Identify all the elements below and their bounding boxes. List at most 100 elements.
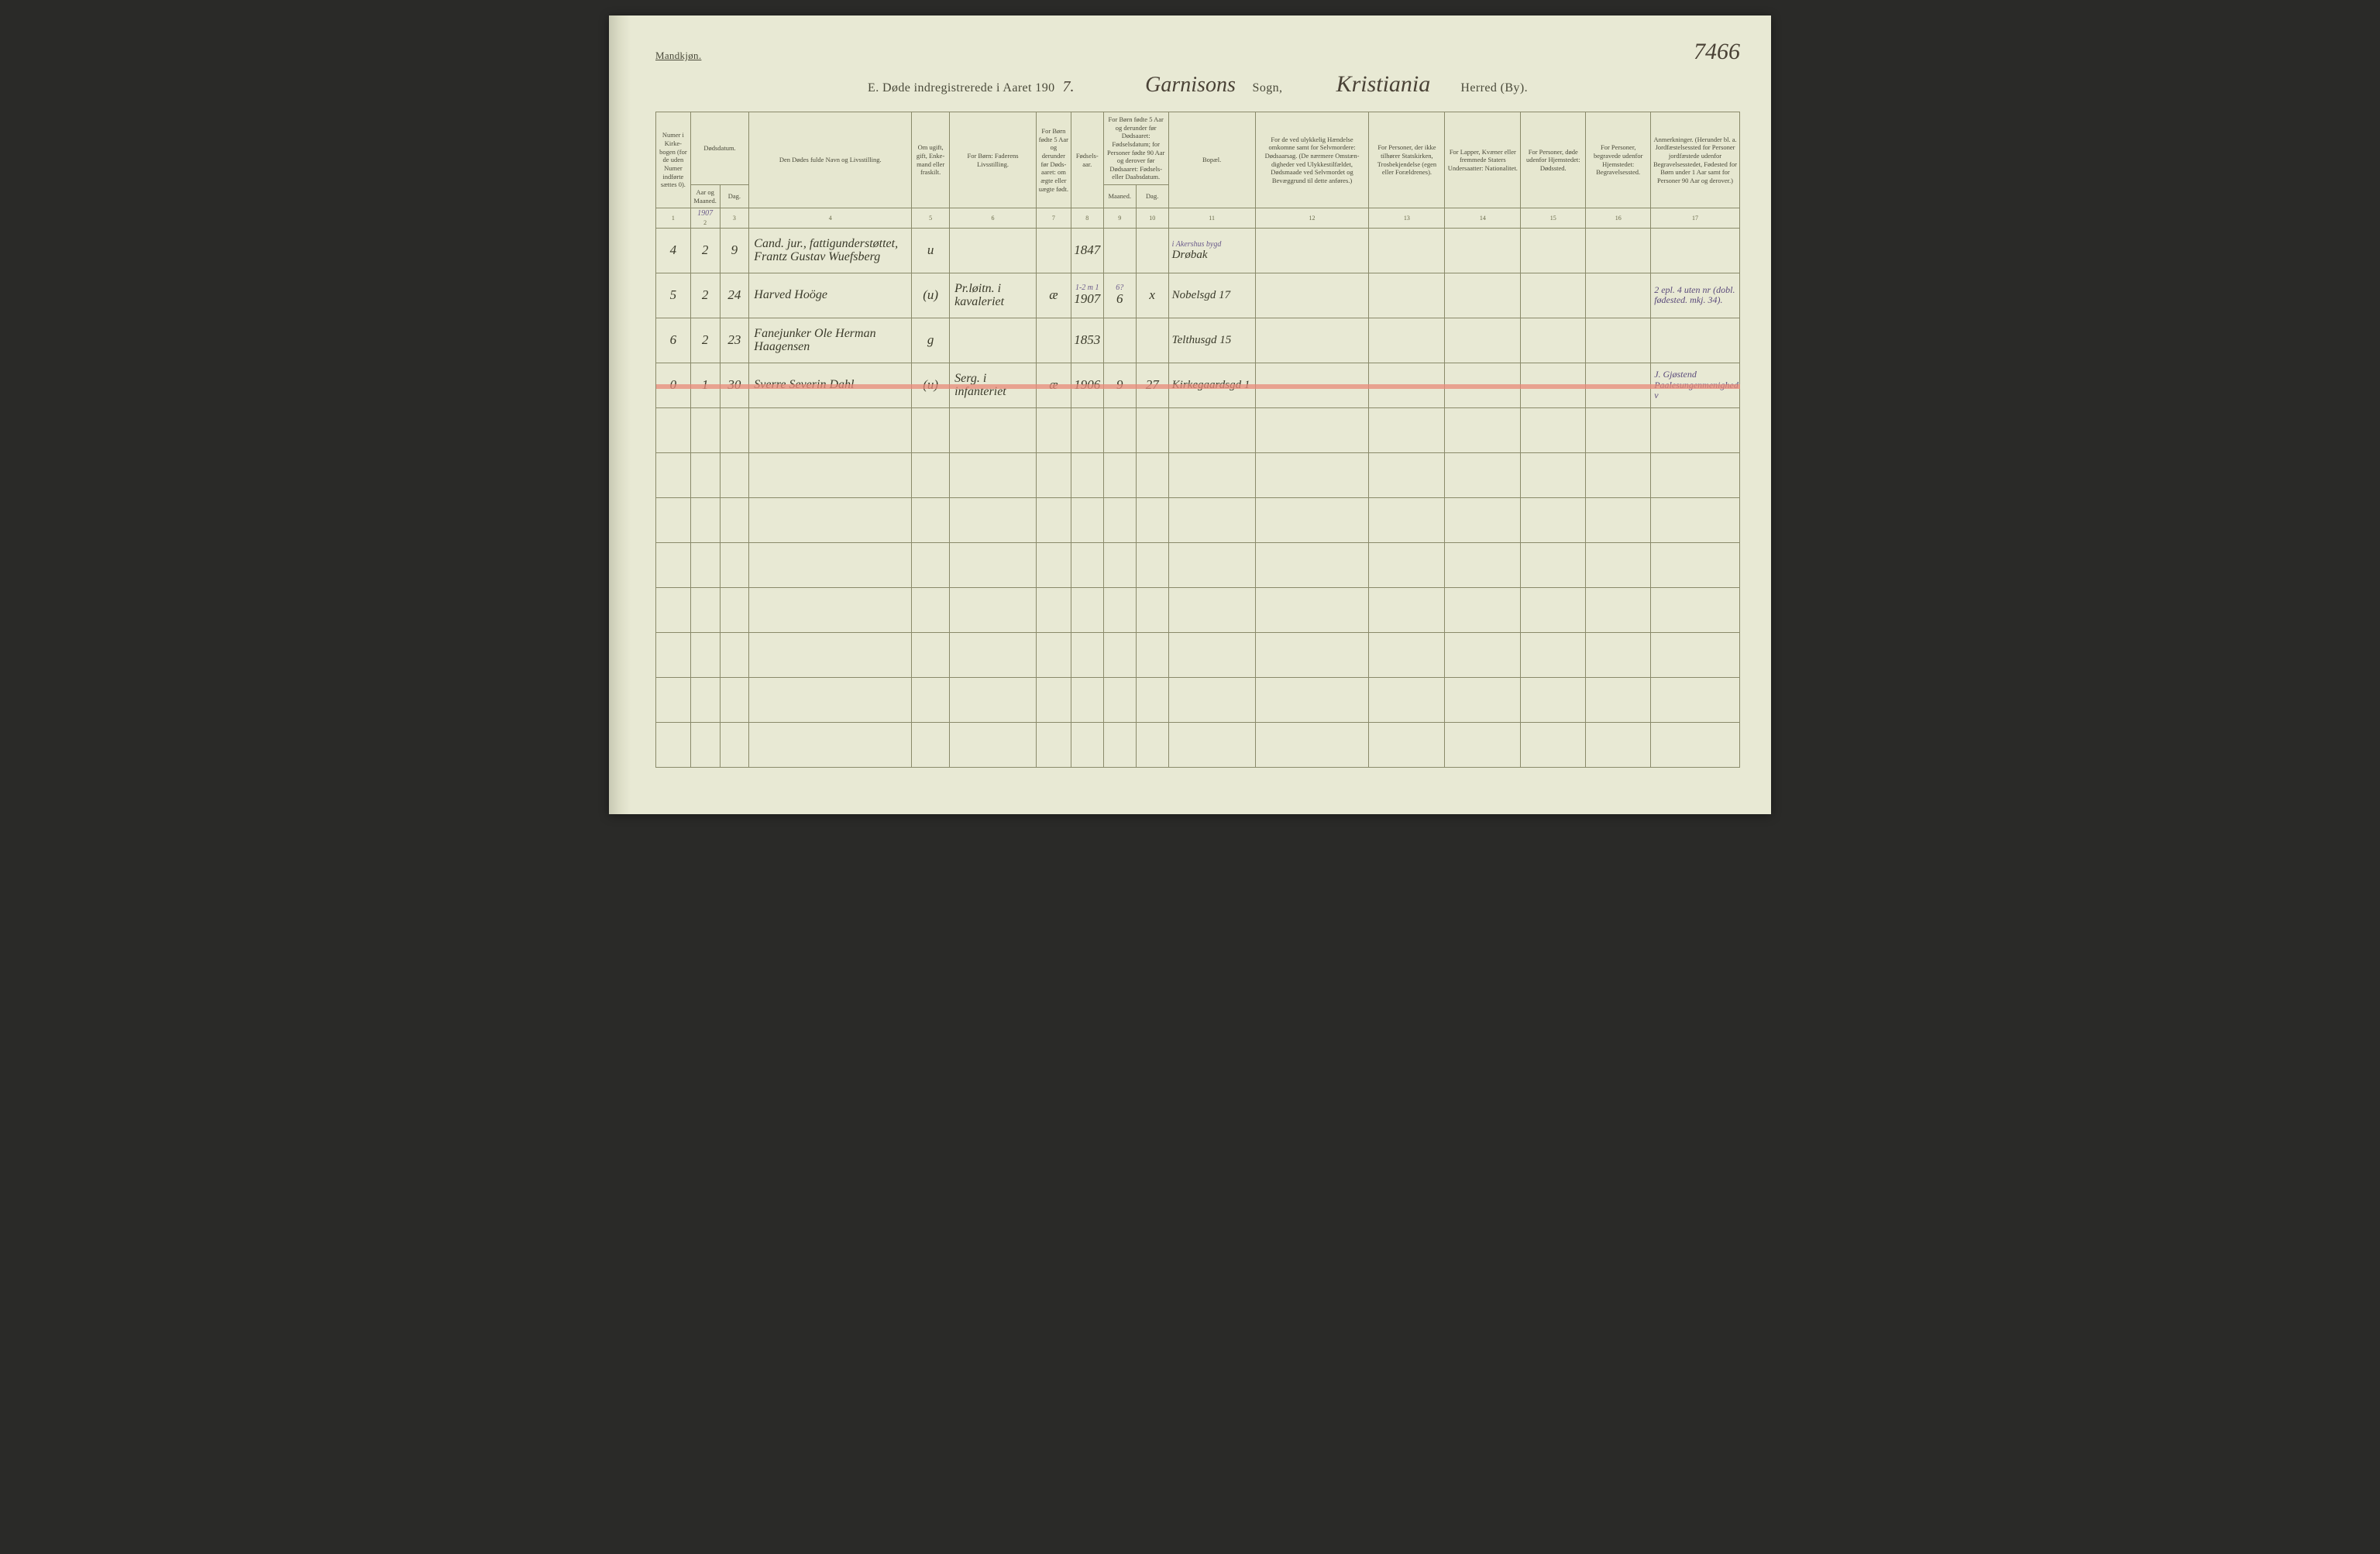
cell-empty bbox=[1586, 407, 1651, 452]
cell-empty bbox=[690, 722, 720, 767]
cell-empty bbox=[1586, 542, 1651, 587]
register-table: Numer i Kirke­bogen (for de uden Numer i… bbox=[655, 112, 1740, 768]
top-row: Mandkjøn. 7466 bbox=[655, 39, 1740, 65]
colnum: 12 bbox=[1255, 208, 1369, 229]
cell bbox=[1521, 228, 1586, 273]
cell-empty bbox=[1103, 677, 1136, 722]
cell-empty bbox=[1136, 542, 1168, 587]
cell bbox=[1651, 318, 1740, 363]
cell-empty bbox=[1255, 497, 1369, 542]
cell-empty bbox=[656, 587, 691, 632]
colnum: 7 bbox=[1037, 208, 1071, 229]
col-header-12: For de ved ulykkelig Hændelse omkomne sa… bbox=[1255, 112, 1369, 208]
cell-empty bbox=[720, 542, 749, 587]
cell-empty bbox=[1586, 632, 1651, 677]
cell-empty bbox=[720, 677, 749, 722]
cell-empty bbox=[1037, 407, 1071, 452]
cell-empty bbox=[1136, 722, 1168, 767]
cell-empty bbox=[1071, 497, 1103, 542]
cell-empty bbox=[1369, 452, 1445, 497]
table-row-empty bbox=[656, 677, 1740, 722]
colnum: 17 bbox=[1651, 208, 1740, 229]
table-row: 5224Harved Hoöge(u)Pr.løitn. i kavalerie… bbox=[656, 273, 1740, 318]
col-header-2-dag: Dag. bbox=[720, 185, 749, 208]
cell: 4 bbox=[656, 228, 691, 273]
cell-empty bbox=[950, 677, 1037, 722]
cell-empty bbox=[950, 407, 1037, 452]
cell-empty bbox=[1103, 452, 1136, 497]
cell-empty bbox=[656, 542, 691, 587]
cell bbox=[1103, 318, 1136, 363]
cell-empty bbox=[1445, 497, 1521, 542]
colnum: 13 bbox=[1369, 208, 1445, 229]
cell-empty bbox=[1369, 677, 1445, 722]
cell-empty bbox=[1168, 407, 1255, 452]
cell-empty bbox=[690, 677, 720, 722]
cell-empty bbox=[1369, 587, 1445, 632]
cell: Pr.løitn. i kavaleriet bbox=[950, 273, 1037, 318]
cell-empty bbox=[1136, 587, 1168, 632]
cell: 2 epl. 4 uten nr (dobl. fødested. mkj. 3… bbox=[1651, 273, 1740, 318]
table-row-empty bbox=[656, 497, 1740, 542]
cell: 6 bbox=[656, 318, 691, 363]
cell: 23 bbox=[720, 318, 749, 363]
cell-empty bbox=[1136, 497, 1168, 542]
cell: 27 bbox=[1136, 363, 1168, 407]
cell: 1-2 m 11907 bbox=[1071, 273, 1103, 318]
cell bbox=[1521, 363, 1586, 407]
cell: J. Gjøstend Paalesungenmenighed v bbox=[1651, 363, 1740, 407]
herred-label: Herred (By). bbox=[1460, 81, 1528, 95]
cell: Kirkegaards­gd 1 bbox=[1168, 363, 1255, 407]
cell: Fanejunker Ole Herman Haagensen bbox=[749, 318, 912, 363]
cell-empty bbox=[1103, 587, 1136, 632]
cell-empty bbox=[1651, 497, 1740, 542]
cell: g bbox=[912, 318, 950, 363]
cell-empty bbox=[1445, 542, 1521, 587]
cell: (u) bbox=[912, 273, 950, 318]
cell-empty bbox=[656, 407, 691, 452]
colnum: 10 bbox=[1136, 208, 1168, 229]
cell-empty bbox=[1071, 587, 1103, 632]
cell bbox=[1369, 228, 1445, 273]
cell-empty bbox=[1651, 632, 1740, 677]
cell-empty bbox=[1255, 722, 1369, 767]
table-head: Numer i Kirke­bogen (for de uden Numer i… bbox=[656, 112, 1740, 208]
cell bbox=[1521, 273, 1586, 318]
cell-empty bbox=[1255, 452, 1369, 497]
cell-empty bbox=[1521, 632, 1586, 677]
cell-empty bbox=[1037, 632, 1071, 677]
col-header-10: Dag. bbox=[1136, 185, 1168, 208]
cell-empty bbox=[1168, 452, 1255, 497]
cell-empty bbox=[690, 542, 720, 587]
cell-empty bbox=[749, 632, 912, 677]
col-header-2a: Dødsdatum. bbox=[690, 112, 749, 185]
cell bbox=[1651, 228, 1740, 273]
col-header-15: For Personer, døde udenfor Hjemstedet: D… bbox=[1521, 112, 1586, 208]
cell-empty bbox=[1445, 722, 1521, 767]
cell-empty bbox=[656, 452, 691, 497]
cell-empty bbox=[1037, 587, 1071, 632]
cell-empty bbox=[950, 497, 1037, 542]
cell-empty bbox=[656, 677, 691, 722]
cell-empty bbox=[690, 632, 720, 677]
title-prefix: E. Døde indregistrerede i Aaret 190 bbox=[868, 81, 1054, 95]
cell bbox=[1369, 318, 1445, 363]
cell-empty bbox=[720, 722, 749, 767]
cell bbox=[1586, 228, 1651, 273]
cell: Serg. i infanteriet bbox=[950, 363, 1037, 407]
cell bbox=[1586, 363, 1651, 407]
table-row: 6223Fanejunker Ole Herman Haagenseng1853… bbox=[656, 318, 1740, 363]
cell-empty bbox=[720, 587, 749, 632]
col-header-8: Fødsels­aar. bbox=[1071, 112, 1103, 208]
ledger-page: Mandkjøn. 7466 E. Døde indregistrerede i… bbox=[609, 15, 1771, 814]
colnum: 8 bbox=[1071, 208, 1103, 229]
cell-empty bbox=[1586, 587, 1651, 632]
cell-empty bbox=[1037, 542, 1071, 587]
cell-empty bbox=[1521, 407, 1586, 452]
cell-empty bbox=[1136, 677, 1168, 722]
col-header-7: For Børn fødte 5 Aar og derunder før Død… bbox=[1037, 112, 1071, 208]
cell-empty bbox=[1255, 632, 1369, 677]
cell bbox=[1521, 318, 1586, 363]
cell bbox=[1103, 228, 1136, 273]
cell-empty bbox=[1445, 407, 1521, 452]
